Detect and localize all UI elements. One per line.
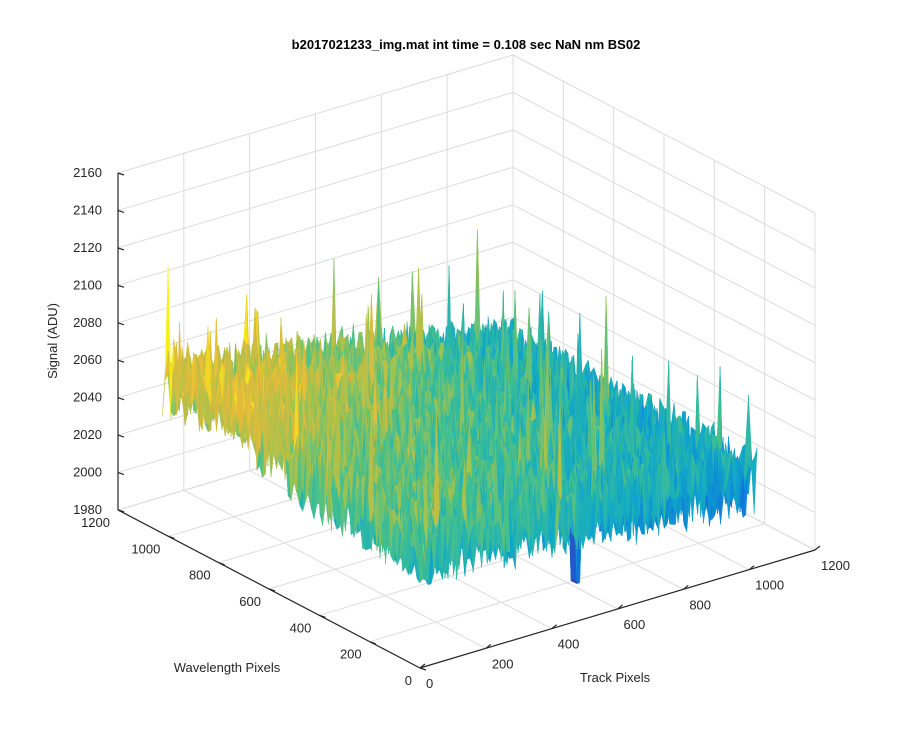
- grid-line: [512, 316, 816, 476]
- grid-line: [512, 92, 816, 251]
- grid-line: [117, 241, 514, 361]
- grid-line: [117, 166, 514, 286]
- grid-line: [512, 204, 816, 364]
- grid-line: [512, 279, 816, 439]
- grid-line: [117, 91, 514, 211]
- surface-mesh: [162, 229, 758, 586]
- grid-line: [117, 129, 514, 249]
- grid-line: [512, 129, 816, 289]
- grid-line: [369, 523, 765, 643]
- grid-line: [512, 166, 816, 326]
- grid-line: [117, 204, 514, 324]
- grid-line: [512, 54, 816, 214]
- grid-line: [512, 241, 816, 401]
- grid-line: [117, 54, 514, 174]
